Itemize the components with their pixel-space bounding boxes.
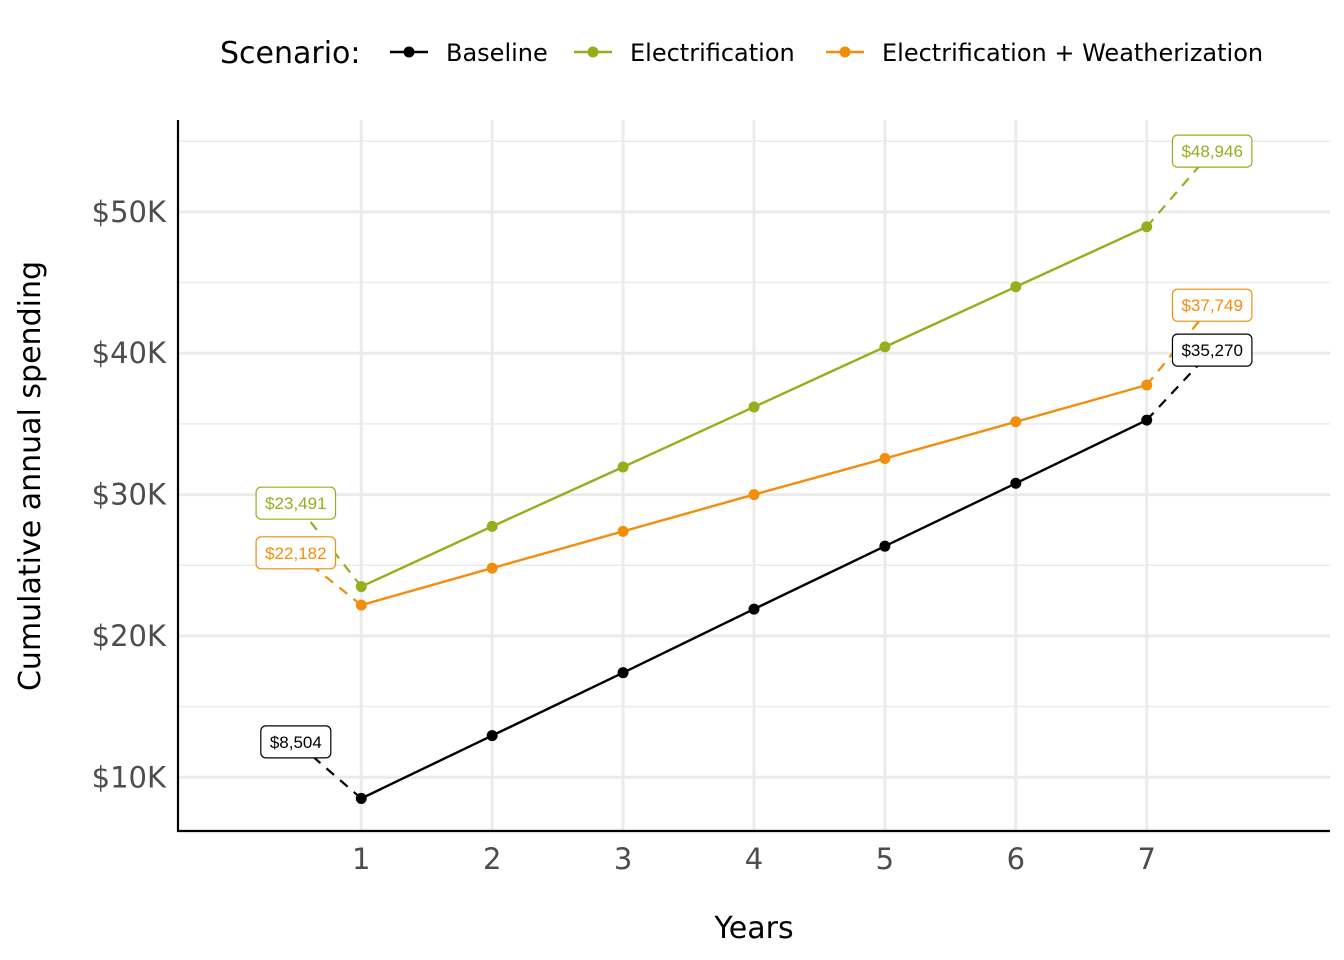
y-tick-label: $50K <box>92 195 167 229</box>
data-point <box>486 730 498 742</box>
legend-label: Electrification + Weatherization <box>882 39 1263 67</box>
data-point <box>617 461 629 473</box>
y-tick-label: $30K <box>92 478 167 512</box>
data-point <box>748 603 760 615</box>
callout-box <box>260 725 332 759</box>
x-tick-label: 2 <box>483 842 501 876</box>
data-point <box>1010 281 1022 293</box>
callout-leader-line <box>295 551 362 606</box>
legend: Scenario: Baseline Electrification Electri… <box>220 36 1263 71</box>
callout-box <box>1171 134 1253 168</box>
data-point <box>617 667 629 679</box>
legend-title: Scenario: <box>220 36 361 71</box>
legend-key-point <box>403 46 415 58</box>
callout-box <box>255 486 337 520</box>
data-point <box>1010 477 1022 489</box>
y-tick-label: $20K <box>92 619 167 653</box>
series-layer <box>355 221 1153 804</box>
x-axis-title: Years <box>713 911 793 946</box>
callout-label: $23,491 <box>255 486 337 520</box>
data-point <box>617 525 629 537</box>
callout-layer: $8,504 $35,270 $23,491 $48,946 $22,182 $37,74… <box>255 134 1253 800</box>
data-point <box>879 341 891 353</box>
series-2 <box>355 379 1153 611</box>
legend-key-point <box>587 46 599 58</box>
callout-label: $37,749 <box>1171 288 1253 322</box>
x-tick-label: 4 <box>745 842 763 876</box>
callout-box <box>255 536 337 570</box>
legend-label: Electrification <box>630 39 795 67</box>
callout-label: $22,182 <box>255 536 337 570</box>
y-axis-title: Cumulative annual spending <box>13 261 48 691</box>
data-point <box>879 453 891 465</box>
callout-text: $8,504 <box>270 733 322 752</box>
legend-item: Baseline <box>390 39 548 67</box>
callout-text: $22,182 <box>265 544 326 563</box>
legend-item: Electrification <box>574 39 795 67</box>
callout-label: $8,504 <box>260 725 332 759</box>
y-tick-label: $10K <box>92 760 167 794</box>
x-tick-label: 6 <box>1007 842 1025 876</box>
callout-text: $37,749 <box>1181 296 1242 315</box>
data-point <box>748 489 760 501</box>
callout-text: $23,491 <box>265 494 326 513</box>
data-point <box>748 401 760 413</box>
x-tick-label: 1 <box>352 842 370 876</box>
axes: $10K $20K $30K $40K $50K 1 2 3 4 5 6 7 <box>92 120 1330 876</box>
data-point <box>486 562 498 574</box>
x-tick-label: 7 <box>1138 842 1156 876</box>
callout-label: $35,270 <box>1171 333 1253 367</box>
data-point <box>879 540 891 552</box>
callout-box <box>1171 288 1253 322</box>
legend-item: Electrification + Weatherization <box>826 39 1263 67</box>
legend-label: Baseline <box>446 39 548 67</box>
data-point <box>1010 416 1022 428</box>
y-tick-label: $40K <box>92 336 167 370</box>
data-point <box>486 520 498 532</box>
callout-box <box>1171 333 1253 367</box>
callout-label: $48,946 <box>1171 134 1253 168</box>
callout-text: $48,946 <box>1181 142 1242 161</box>
x-tick-label: 3 <box>614 842 632 876</box>
legend-key-point <box>839 46 851 58</box>
grid <box>178 120 1330 831</box>
callout-text: $35,270 <box>1181 341 1242 360</box>
x-tick-label: 5 <box>876 842 894 876</box>
